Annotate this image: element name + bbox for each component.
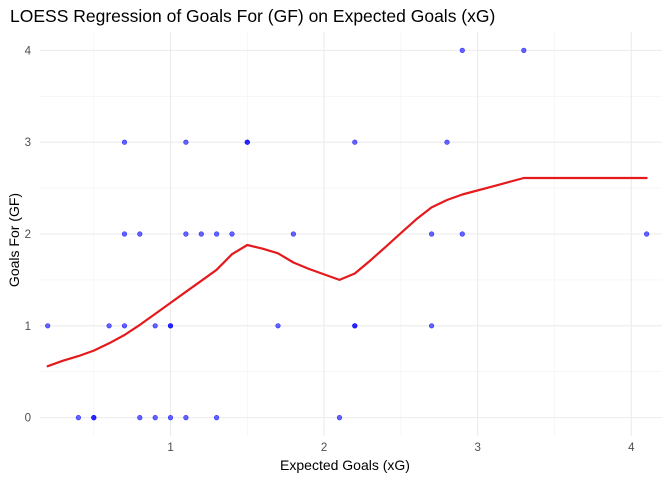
data-point: [214, 231, 220, 237]
y-tick-label: 0: [25, 413, 31, 425]
data-point: [229, 231, 235, 237]
loess-line: [46, 176, 648, 368]
y-tick-label: 4: [25, 45, 32, 57]
loess-line-layer: [46, 176, 648, 368]
data-point: [352, 323, 358, 329]
y-axis-title: Goals For (GF): [6, 193, 22, 287]
grid-lines: [40, 32, 662, 436]
x-tick-label: 2: [321, 442, 327, 454]
data-point: [429, 323, 435, 329]
x-tick-label: 4: [628, 442, 635, 454]
tick-labels: 1 2 3 4 0 1 2 3 4: [25, 45, 635, 454]
data-point: [75, 415, 81, 421]
data-point: [121, 139, 128, 145]
x-tick-label: 3: [475, 442, 481, 454]
data-point: [352, 139, 358, 145]
data-point: [244, 139, 250, 145]
data-point: [444, 139, 450, 145]
x-axis-title: Expected Goals (xG): [280, 457, 410, 473]
data-point: [214, 415, 220, 421]
data-point: [459, 47, 465, 54]
data-point: [183, 231, 189, 237]
data-point: [336, 415, 343, 421]
data-point: [290, 231, 297, 237]
chart-title: LOESS Regression of Goals For (GF) on Ex…: [10, 6, 496, 26]
data-point: [45, 323, 51, 329]
data-point: [183, 139, 189, 145]
data-point: [152, 323, 158, 329]
data-point: [106, 323, 112, 329]
data-point: [121, 231, 128, 237]
x-tick-label: 1: [167, 442, 173, 454]
data-point: [121, 323, 128, 329]
data-point: [167, 323, 174, 329]
data-point: [521, 47, 527, 54]
data-point: [152, 415, 158, 421]
data-point: [459, 231, 465, 237]
data-point: [643, 231, 650, 237]
data-point: [198, 231, 204, 237]
data-point: [183, 415, 189, 421]
y-tick-label: 2: [25, 229, 31, 241]
data-points: [45, 47, 650, 421]
data-point: [429, 231, 435, 237]
data-point: [275, 323, 281, 329]
data-point: [137, 231, 143, 237]
data-point: [167, 415, 174, 421]
data-point: [137, 415, 143, 421]
y-tick-label: 1: [25, 321, 31, 333]
y-tick-label: 3: [25, 137, 31, 149]
data-point: [91, 415, 97, 421]
